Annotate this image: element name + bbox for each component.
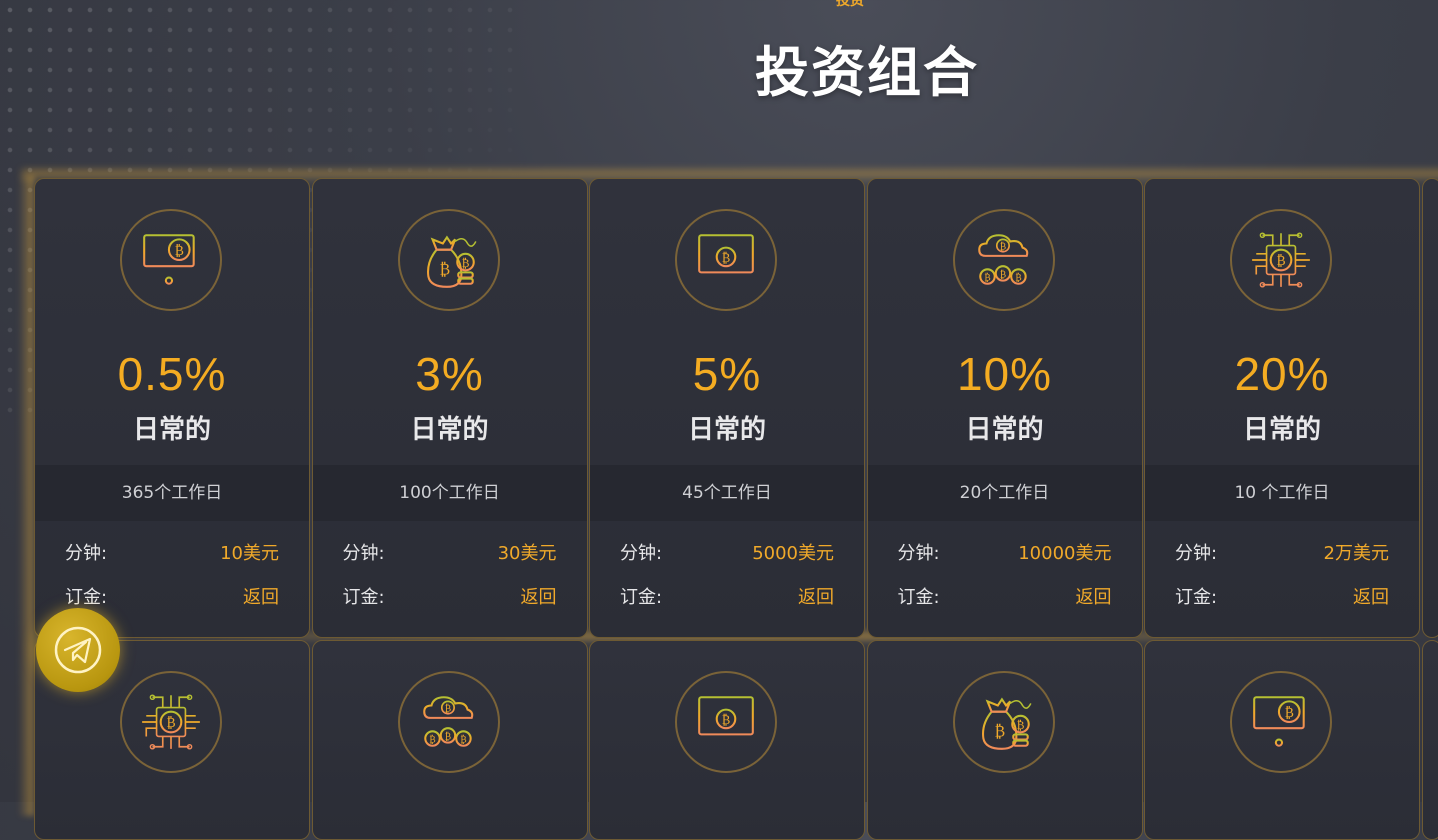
plan-rate: 0.5% — [35, 347, 309, 401]
plan-card[interactable]: ₿ ₿ ₿ ₿ 10% 日常的 20个工作日分钟: 10000美元订金: 返回 — [867, 178, 1143, 638]
plan-min-row: 分钟: 10美元 — [65, 539, 279, 565]
plan-deposit-label: 订金: — [898, 583, 940, 609]
plan-deposit-label: 订金: — [343, 583, 385, 609]
telegram-button[interactable] — [36, 608, 120, 692]
plan-card-partial — [1422, 640, 1438, 840]
plan-min-label: 分钟: — [343, 539, 385, 565]
plan-card[interactable]: ₿₿ — [867, 640, 1143, 840]
plan-min-value: 10000美元 — [1018, 539, 1111, 565]
plan-period-label: 日常的 — [868, 409, 1142, 446]
plan-min-value: 30美元 — [498, 539, 557, 565]
plan-min-row: 分钟: 2万美元 — [1175, 539, 1389, 565]
plan-icon-circle: ₿ ₿ ₿ ₿ — [953, 209, 1055, 311]
plan-rate: 20% — [1145, 347, 1419, 401]
svg-text:₿: ₿ — [166, 716, 175, 731]
plan-duration: 10 个工作日 — [1145, 465, 1419, 521]
plan-deposit-value: 返回 — [1353, 583, 1389, 609]
plan-deposit-row: 订金: 返回 — [65, 583, 279, 609]
page-title: 投资组合 — [0, 28, 1438, 107]
plan-card[interactable]: ₿ ₿ ₿ ₿ — [312, 640, 588, 840]
svg-text:₿: ₿ — [722, 713, 731, 727]
bitcoin-cloud-icon: ₿ ₿ ₿ ₿ — [416, 689, 482, 755]
bitcoin-monitor-icon: ₿ — [693, 689, 759, 755]
plan-icon-circle: ₿₿ — [398, 209, 500, 311]
bitcoin-cloud-icon: ₿ ₿ ₿ ₿ — [971, 227, 1037, 293]
plan-icon-circle: ₿₿ — [953, 671, 1055, 773]
plan-deposit-value: 返回 — [1076, 583, 1112, 609]
plan-deposit-row: 订金: 返回 — [1175, 583, 1389, 609]
plan-min-value: 5000美元 — [752, 539, 834, 565]
plan-period-label: 日常的 — [590, 409, 864, 446]
plan-card[interactable]: ₿ — [1144, 640, 1420, 840]
plan-deposit-value: 返回 — [521, 583, 557, 609]
svg-text:₿: ₿ — [994, 722, 1005, 740]
plan-rate: 3% — [313, 347, 587, 401]
plan-deposit-value: 返回 — [798, 583, 834, 609]
plan-min-label: 分钟: — [65, 539, 107, 565]
svg-text:₿: ₿ — [429, 735, 435, 746]
plan-duration: 365个工作日 — [35, 465, 309, 521]
svg-text:₿: ₿ — [444, 732, 450, 743]
plan-min-row: 分钟: 30美元 — [343, 539, 557, 565]
plan-min-row: 分钟: 5000美元 — [620, 539, 834, 565]
plan-period-label: 日常的 — [313, 409, 587, 446]
svg-text:₿: ₿ — [1016, 718, 1024, 732]
bitcoin-money-bag-icon: ₿₿ — [416, 227, 482, 293]
plan-min-value: 10美元 — [220, 539, 279, 565]
svg-text:₿: ₿ — [439, 260, 450, 278]
svg-text:₿: ₿ — [175, 244, 184, 259]
plan-period-label: 日常的 — [1145, 409, 1419, 446]
svg-text:₿: ₿ — [999, 270, 1005, 281]
plan-period-label: 日常的 — [35, 409, 309, 446]
plan-duration: 45个工作日 — [590, 465, 864, 521]
plan-deposit-label: 订金: — [620, 583, 662, 609]
plan-min-label: 分钟: — [620, 539, 662, 565]
plan-icon-circle: ₿ — [675, 671, 777, 773]
plan-icon-circle: ₿ ₿ ₿ ₿ — [398, 671, 500, 773]
plan-deposit-label: 订金: — [65, 583, 107, 609]
plan-deposit-row: 订金: 返回 — [898, 583, 1112, 609]
plan-icon-circle: ₿ — [120, 209, 222, 311]
bitcoin-server-icon: ₿ — [138, 227, 204, 293]
svg-text:₿: ₿ — [1015, 273, 1021, 284]
section-eyebrow: 投资 — [836, 0, 864, 10]
svg-text:₿: ₿ — [722, 251, 731, 265]
svg-text:₿: ₿ — [460, 735, 466, 746]
plan-min-value: 2万美元 — [1324, 539, 1389, 565]
plan-deposit-label: 订金: — [1175, 583, 1217, 609]
plan-min-row: 分钟: 10000美元 — [898, 539, 1112, 565]
plan-min-label: 分钟: — [1175, 539, 1217, 565]
bitcoin-chip-icon: ₿ — [1248, 227, 1314, 293]
plan-icon-circle: ₿ — [675, 209, 777, 311]
plan-deposit-row: 订金: 返回 — [343, 583, 557, 609]
plan-card[interactable]: ₿ 20% 日常的 10 个工作日分钟: 2万美元订金: 返回 — [1144, 178, 1420, 638]
plan-deposit-value: 返回 — [243, 583, 279, 609]
plan-card[interactable]: ₿ 5% 日常的 45个工作日分钟: 5000美元订金: 返回 — [589, 178, 865, 638]
svg-text:₿: ₿ — [984, 273, 990, 284]
plan-deposit-row: 订金: 返回 — [620, 583, 834, 609]
plan-icon-circle: ₿ — [1230, 671, 1332, 773]
svg-text:₿: ₿ — [999, 242, 1005, 253]
plan-card-partial — [1422, 178, 1438, 638]
plan-duration: 100个工作日 — [313, 465, 587, 521]
glow-decoration-left — [18, 176, 34, 816]
plan-rate: 5% — [590, 347, 864, 401]
plan-rate: 10% — [868, 347, 1142, 401]
plan-min-label: 分钟: — [898, 539, 940, 565]
svg-text:₿: ₿ — [1276, 254, 1285, 269]
plan-duration: 20个工作日 — [868, 465, 1142, 521]
plan-card[interactable]: ₿ — [589, 640, 865, 840]
plan-card[interactable]: ₿ 0.5% 日常的 365个工作日分钟: 10美元订金: 返回 — [34, 178, 310, 638]
plan-icon-circle: ₿ — [120, 671, 222, 773]
bitcoin-chip-icon: ₿ — [138, 689, 204, 755]
bitcoin-server-icon: ₿ — [1248, 689, 1314, 755]
telegram-icon — [52, 624, 104, 676]
bitcoin-monitor-icon: ₿ — [693, 227, 759, 293]
bitcoin-money-bag-icon: ₿₿ — [971, 689, 1037, 755]
svg-text:₿: ₿ — [461, 256, 469, 270]
plan-icon-circle: ₿ — [1230, 209, 1332, 311]
svg-text:₿: ₿ — [1285, 706, 1294, 721]
svg-text:₿: ₿ — [444, 704, 450, 715]
